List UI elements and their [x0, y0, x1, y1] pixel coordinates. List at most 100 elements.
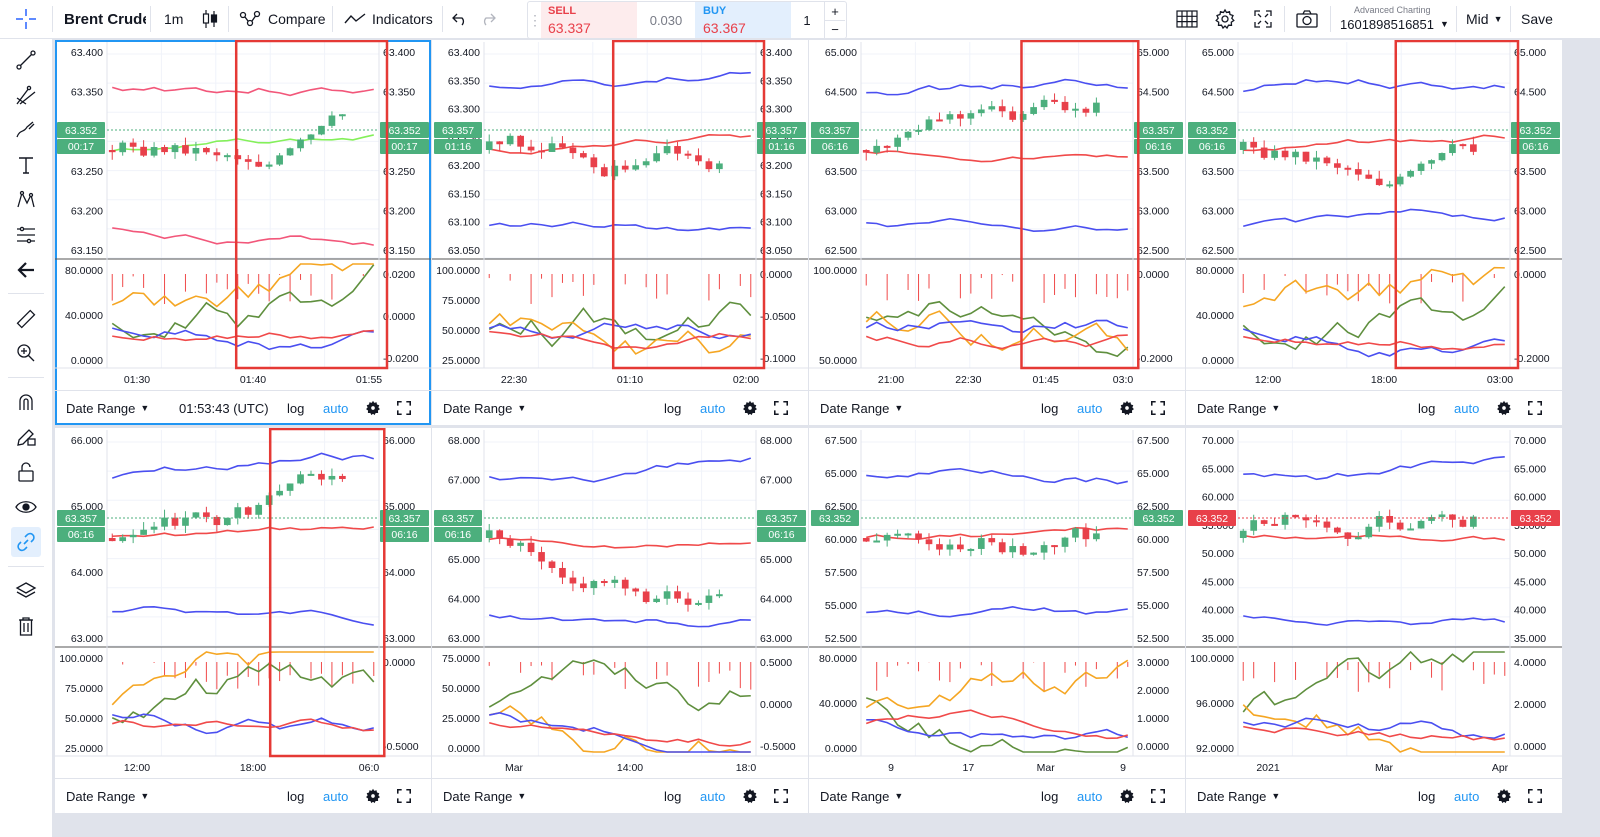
panel-6[interactable]: 68.00068.00067.00067.00066.00066.00065.0…	[432, 428, 808, 813]
indicators-button[interactable]: Indicators	[344, 0, 433, 38]
fib-pitchfork-icon[interactable]	[11, 80, 41, 110]
log-toggle[interactable]: log	[1041, 779, 1058, 813]
fullscreen-icon[interactable]	[1254, 0, 1272, 38]
auto-toggle[interactable]: auto	[1454, 779, 1479, 813]
date-range-selector-label: Date Range	[820, 400, 890, 416]
symbol-search[interactable]: Brent Crude	[64, 0, 146, 38]
panel-8[interactable]: 70.00070.00065.00065.00060.00060.00055.0…	[1186, 428, 1562, 813]
chart-fullscreen-icon[interactable]	[1151, 779, 1165, 813]
forecast-tool-icon[interactable]	[11, 220, 41, 250]
date-range-selector[interactable]: Date Range ▼	[820, 391, 903, 425]
chart-fullscreen-icon[interactable]	[1151, 391, 1165, 425]
candles-chart-type-icon[interactable]	[200, 0, 220, 38]
camera-icon[interactable]	[1296, 0, 1318, 38]
log-toggle[interactable]: log	[287, 779, 304, 813]
quantity-increase-button[interactable]: +	[824, 2, 845, 21]
eye-icon[interactable]	[11, 492, 41, 522]
candle	[862, 538, 870, 542]
svg-text:63.357: 63.357	[388, 513, 420, 525]
log-toggle[interactable]: log	[664, 391, 681, 425]
auto-toggle[interactable]: auto	[1077, 779, 1102, 813]
chart-settings-gear-icon[interactable]	[742, 779, 758, 813]
chart-fullscreen-icon[interactable]	[397, 391, 411, 425]
candle	[1375, 178, 1383, 186]
layout-grid-icon[interactable]	[1176, 0, 1198, 38]
lock-pencil-icon[interactable]	[11, 422, 41, 452]
auto-toggle[interactable]: auto	[700, 779, 725, 813]
chart-canvas[interactable]: 68.00068.00067.00067.00066.00066.00065.0…	[432, 428, 808, 779]
chart-canvas[interactable]: 65.00065.00064.50064.50064.00064.00063.5…	[809, 40, 1185, 391]
date-range-selector[interactable]: Date Range ▼	[1197, 779, 1280, 813]
settings-gear-icon[interactable]	[1214, 0, 1236, 38]
magnet-icon[interactable]	[11, 387, 41, 417]
auto-toggle[interactable]: auto	[1454, 391, 1479, 425]
back-arrow-icon[interactable]	[11, 255, 41, 285]
date-range-selector[interactable]: Date Range ▼	[820, 779, 903, 813]
chart-fullscreen-icon[interactable]	[1528, 391, 1542, 425]
quantity-input[interactable]: 1	[803, 12, 811, 28]
oscillator-tick: 80.0000	[819, 653, 857, 665]
chart-fullscreen-icon[interactable]	[774, 779, 788, 813]
auto-toggle[interactable]: auto	[700, 391, 725, 425]
unlock-icon[interactable]	[11, 457, 41, 487]
date-range-selector[interactable]: Date Range ▼	[66, 391, 149, 425]
date-range-selector[interactable]: Date Range ▼	[1197, 391, 1280, 425]
chart-fullscreen-icon[interactable]	[1528, 779, 1542, 813]
link-icon[interactable]	[11, 527, 41, 557]
log-toggle[interactable]: log	[1418, 391, 1435, 425]
chart-settings-gear-icon[interactable]	[365, 391, 381, 425]
chart-fullscreen-icon[interactable]	[774, 391, 788, 425]
sell-button[interactable]: SELL 63.337	[541, 2, 637, 38]
chart-settings-gear-icon[interactable]	[1496, 779, 1512, 813]
price-mode-selector[interactable]: Mid ▼	[1466, 0, 1502, 38]
log-toggle[interactable]: log	[664, 779, 681, 813]
quantity-decrease-button[interactable]: −	[824, 20, 845, 38]
chart-settings-gear-icon[interactable]	[365, 779, 381, 813]
chart-fullscreen-icon[interactable]	[397, 779, 411, 813]
log-toggle[interactable]: log	[1041, 391, 1058, 425]
trash-icon[interactable]	[11, 611, 41, 641]
buy-button[interactable]: BUY 63.367	[695, 2, 791, 38]
panel-4[interactable]: 65.00065.00064.50064.50064.00064.00063.5…	[1186, 40, 1562, 425]
redo-icon[interactable]	[480, 0, 496, 38]
chart-settings-gear-icon[interactable]	[1496, 391, 1512, 425]
text-tool-icon[interactable]	[11, 150, 41, 180]
auto-toggle[interactable]: auto	[323, 779, 348, 813]
candle	[1239, 530, 1247, 538]
chart-canvas[interactable]: 65.00065.00064.50064.50064.00064.00063.5…	[1186, 40, 1562, 391]
chart-canvas[interactable]: 63.40063.40063.35063.35063.30063.30063.2…	[55, 40, 431, 391]
pattern-tool-icon[interactable]	[11, 185, 41, 215]
chart-settings-gear-icon[interactable]	[1119, 391, 1135, 425]
log-toggle[interactable]: log	[1418, 779, 1435, 813]
zoom-in-icon[interactable]	[11, 338, 41, 368]
candle	[182, 517, 189, 526]
ruler-icon[interactable]	[11, 304, 41, 334]
auto-toggle[interactable]: auto	[1077, 391, 1102, 425]
date-range-selector[interactable]: Date Range ▼	[66, 779, 149, 813]
date-range-selector[interactable]: Date Range ▼	[443, 391, 526, 425]
trend-line-icon[interactable]	[11, 45, 41, 75]
layers-icon[interactable]	[11, 576, 41, 606]
panel-5[interactable]: 66.000 66.000 65.000 65.000 64.000 64.000 63.0…	[55, 428, 431, 813]
interval-selector[interactable]: 1m	[164, 0, 183, 38]
date-range-selector[interactable]: Date Range ▼	[443, 779, 526, 813]
panel-1[interactable]: 63.40063.40063.35063.35063.30063.30063.2…	[55, 40, 431, 425]
log-toggle[interactable]: log	[287, 391, 304, 425]
drag-handle-icon[interactable]: ⋮	[528, 11, 542, 28]
save-button[interactable]: Save	[1521, 0, 1553, 38]
undo-icon[interactable]	[452, 0, 468, 38]
panel-3[interactable]: 65.00065.00064.50064.50064.00064.00063.5…	[809, 40, 1185, 425]
account-selector[interactable]: Advanced Charting 1601898516851 ▼	[1340, 2, 1450, 36]
auto-toggle[interactable]: auto	[323, 391, 348, 425]
chart-settings-gear-icon[interactable]	[742, 391, 758, 425]
compare-button[interactable]: Compare	[238, 0, 326, 38]
panel-2[interactable]: 63.400 63.400 63.350 63.350 63.300 63.300 63.2…	[432, 40, 808, 425]
crosshair-tool-icon[interactable]	[0, 0, 52, 38]
chart-canvas[interactable]: 70.00070.00065.00065.00060.00060.00055.0…	[1186, 428, 1562, 779]
brush-icon[interactable]	[11, 115, 41, 145]
chart-settings-gear-icon[interactable]	[1119, 779, 1135, 813]
panel-7[interactable]: 67.500 67.500 65.000 65.000 62.500 62.500 60.0…	[809, 428, 1185, 813]
